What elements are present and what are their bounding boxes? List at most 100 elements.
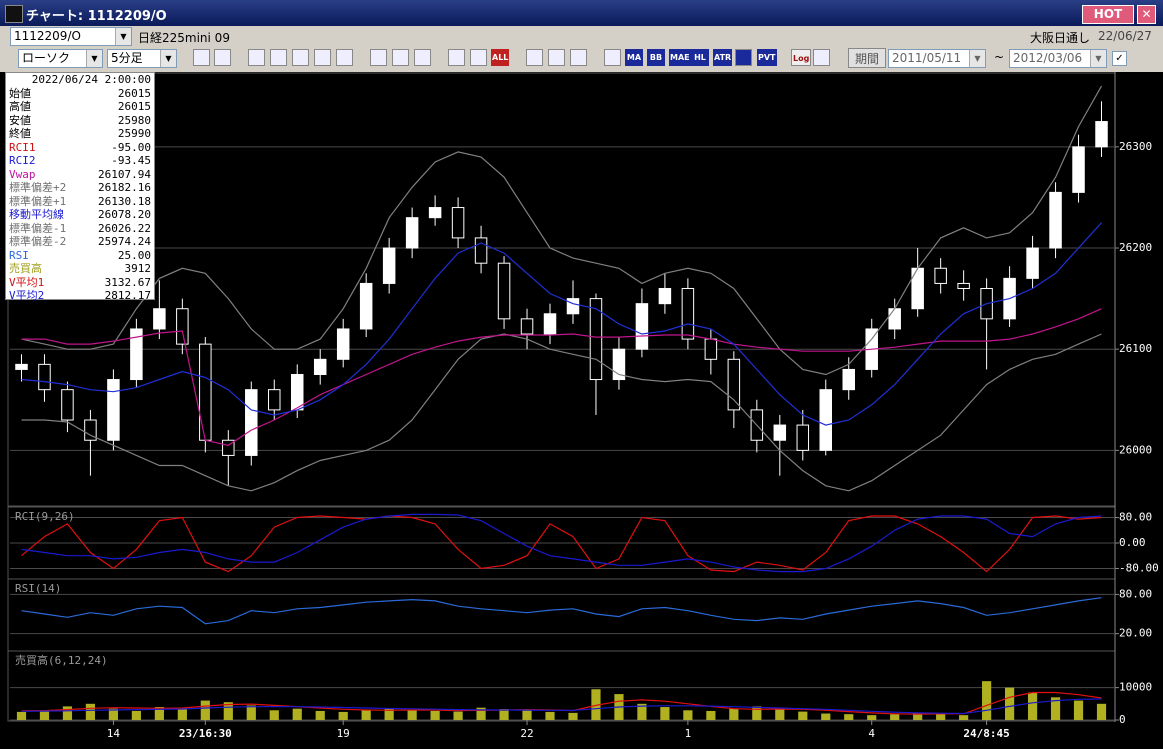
from-date[interactable]: 2011/05/11 ▼ [888,49,986,68]
tool-icon[interactable] [193,49,210,66]
candle-body [153,308,166,330]
info-value: 26182.16 [98,181,151,194]
info-panel: 2022/06/24 2:00:00 始値 26015 高値 26015 安値 25980… [5,72,155,303]
title-bar: チャート: 1112209/O HOT ✕ [0,0,1163,26]
info-value: 26015 [117,100,151,113]
info-label: 売買高 [9,262,42,275]
tool-icon[interactable] [548,49,565,66]
info-row: 標準偏差-1 26026.22 [9,222,151,236]
info-row: V平均2 2812.17 [9,289,151,303]
volume-bar [568,712,578,720]
tool-icon[interactable]: ATR [713,49,733,66]
x-tick-label: 24/8:45 [963,727,1009,740]
info-label: 標準偏差-2 [9,235,67,248]
candle-body [382,247,396,284]
volume-bar [361,709,371,720]
info-value: 25990 [117,127,151,140]
volume-bar [16,711,27,720]
info-label: Vwap [9,167,36,181]
tool-icon[interactable]: ALL [491,49,510,66]
panel-title: RCI(9,26) [15,510,75,523]
to-date[interactable]: 2012/03/06 ▼ [1009,49,1107,68]
volume-bar [867,715,877,720]
instrument-name: 日経225mini 09 [138,31,230,45]
candle-body [130,328,143,381]
series-line [21,597,1102,625]
candle-body [1049,191,1062,249]
tool-icon[interactable] [414,49,431,66]
interval-select[interactable]: 5分足 ▼ [107,49,177,68]
info-row: 高値 26015 [9,100,151,114]
tool-icon[interactable]: BB [647,49,665,66]
info-value: 3912 [124,262,152,275]
tool-icon[interactable]: MA [625,49,643,66]
info-row: 売買高 3912 [9,262,151,276]
candle-body [957,282,970,289]
y-tick-label: 0.00 [1119,536,1146,549]
y-tick-label: 80.00 [1119,587,1152,600]
volume-bar [1004,687,1015,720]
tool-icon[interactable] [336,49,353,66]
tool-icon[interactable] [604,49,621,66]
tool-icon[interactable] [292,49,309,66]
x-tick-label: 1 [685,727,692,740]
series-line [21,698,1102,715]
candle-body [819,389,833,451]
tool-icon[interactable]: PVT [757,49,777,66]
tool-icon[interactable] [813,49,830,66]
hot-button[interactable]: HOT [1082,5,1134,24]
volume-bar [131,710,141,720]
y-tick-label: 26100 [1119,342,1152,355]
window-title: チャート: 1112209/O [26,9,167,24]
tool-icon[interactable] [214,49,231,66]
volume-bar [292,708,302,720]
volume-bar [223,702,233,720]
volume-bar [591,689,601,720]
volume-bar [453,711,463,720]
candle-body [15,363,28,370]
tool-icon[interactable]: HL [691,49,709,66]
info-label: 高値 [9,100,31,113]
info-value: 26130.18 [98,194,151,208]
candle-body [1072,146,1085,193]
info-label: V平均2 [9,289,45,302]
period-button[interactable]: 期間 [848,48,886,68]
tool-icon[interactable] [470,49,487,66]
tool-icon[interactable] [314,49,331,66]
chart-kind-select[interactable]: ローソク ▼ [18,49,103,68]
candle-body [658,287,672,305]
info-label: RSI [9,248,29,262]
candle-body [290,373,304,411]
candle-body [888,308,901,330]
info-value: 26015 [117,86,151,100]
close-button[interactable]: ✕ [1137,5,1156,24]
candle-body [313,358,327,375]
tool-icon[interactable] [370,49,387,66]
volume-bar [729,708,739,720]
tool-icon[interactable] [526,49,543,66]
info-row: 始値 26015 [9,87,151,101]
volume-bar [959,715,969,720]
volume-bar [890,714,900,720]
tool-icon[interactable]: MAE [669,49,691,66]
volume-bar [200,700,210,720]
tool-icon[interactable] [392,49,409,66]
tool-icon[interactable] [270,49,287,66]
volume-bar [384,708,394,720]
candle-body [199,343,212,441]
info-label: RCI2 [9,154,36,167]
tool-icon[interactable] [448,49,465,66]
candle-body [1026,247,1039,279]
checkbox[interactable]: ✓ [1112,51,1127,66]
tool-icon[interactable] [735,49,752,66]
series-line [21,515,1102,573]
candle-body [681,287,695,340]
tool-icon[interactable] [570,49,587,66]
volume-bar [660,707,670,720]
candle-body [612,348,626,381]
tool-icon[interactable] [248,49,265,66]
tool-icon[interactable]: Log [791,49,812,66]
symbol-select[interactable]: 1112209/O ▼ [10,27,132,46]
